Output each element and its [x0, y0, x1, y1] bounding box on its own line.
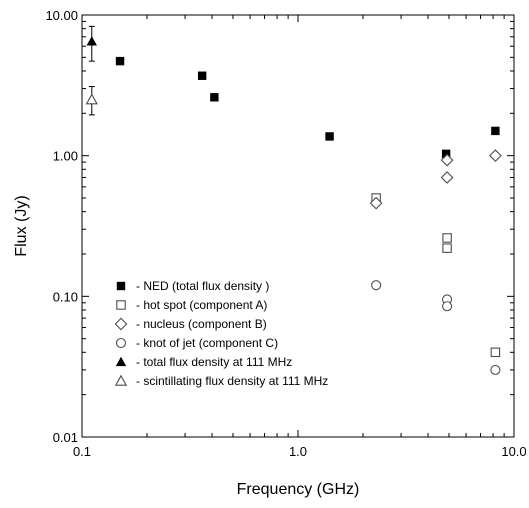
legend: - NED (total flux density ) - hot spot (c…: [114, 279, 328, 388]
open-circle-marker: [442, 301, 453, 312]
x-tick-label: 10.0: [501, 444, 526, 459]
y-tick-label: 1.00: [53, 149, 78, 164]
legend-label: - hot spot (component A): [136, 298, 267, 312]
legend-label: - scintillating flux density at 111 MHz: [136, 374, 328, 388]
filled-square-marker: [210, 93, 219, 102]
filled-square-marker: [115, 56, 125, 66]
open-diamond-marker: [369, 196, 383, 210]
filled-square-marker: [491, 126, 500, 136]
open-diamond-marker: [114, 317, 128, 331]
legend-entry: - total flux density at 111 MHz: [115, 355, 292, 369]
filled-triangle-marker: [86, 36, 97, 46]
y-tick-label: 0.01: [53, 430, 78, 445]
filled-square-marker: [197, 71, 207, 80]
open-square-marker: [490, 347, 501, 358]
legend-label: - knot of jet (component C): [136, 336, 278, 350]
x-tick-label: 0.1: [73, 444, 91, 459]
legend-entry: - hot spot (component A): [116, 298, 267, 312]
open-square-marker: [442, 233, 452, 243]
plot-area: [81, 14, 515, 438]
open-circle-marker: [115, 337, 127, 349]
filled-square-marker: [441, 149, 451, 159]
open-square-marker: [116, 300, 126, 310]
legend-label: - total flux density at 111 MHz: [136, 355, 292, 369]
open-diamond-marker: [440, 171, 454, 184]
y-tick-label: 0.10: [53, 289, 78, 304]
x-axis-title: Frequency (GHz): [237, 481, 360, 498]
y-tick-label: 10.00: [45, 8, 78, 23]
axis-tick-labels: 0.1 1.0 10.0 0.01 0.10 1.00 10.00: [45, 8, 526, 459]
filled-triangle-marker: [115, 356, 127, 367]
data-points: [85, 25, 502, 375]
filled-square-marker: [116, 281, 126, 291]
legend-entry: - nucleus (component B): [114, 317, 267, 331]
axis-ticks: [81, 14, 515, 438]
legend-entry: - scintillating flux density at 111 MHz: [114, 374, 328, 388]
legend-entry: - knot of jet (component C): [115, 336, 278, 350]
legend-label: - nucleus (component B): [136, 317, 267, 331]
filled-square-marker: [325, 132, 334, 141]
x-tick-label: 1.0: [289, 444, 307, 459]
y-axis-title: Flux (Jy): [13, 195, 30, 256]
open-circle-marker: [490, 364, 501, 375]
open-triangle-marker: [114, 374, 128, 386]
legend-entry: - NED (total flux density ): [116, 279, 269, 293]
open-circle-marker: [371, 280, 382, 291]
open-square-marker: [442, 243, 452, 253]
legend-label: - NED (total flux density ): [136, 279, 269, 293]
open-diamond-marker: [489, 149, 502, 163]
open-triangle-marker: [85, 93, 98, 105]
open-diamond-marker: [440, 153, 454, 167]
